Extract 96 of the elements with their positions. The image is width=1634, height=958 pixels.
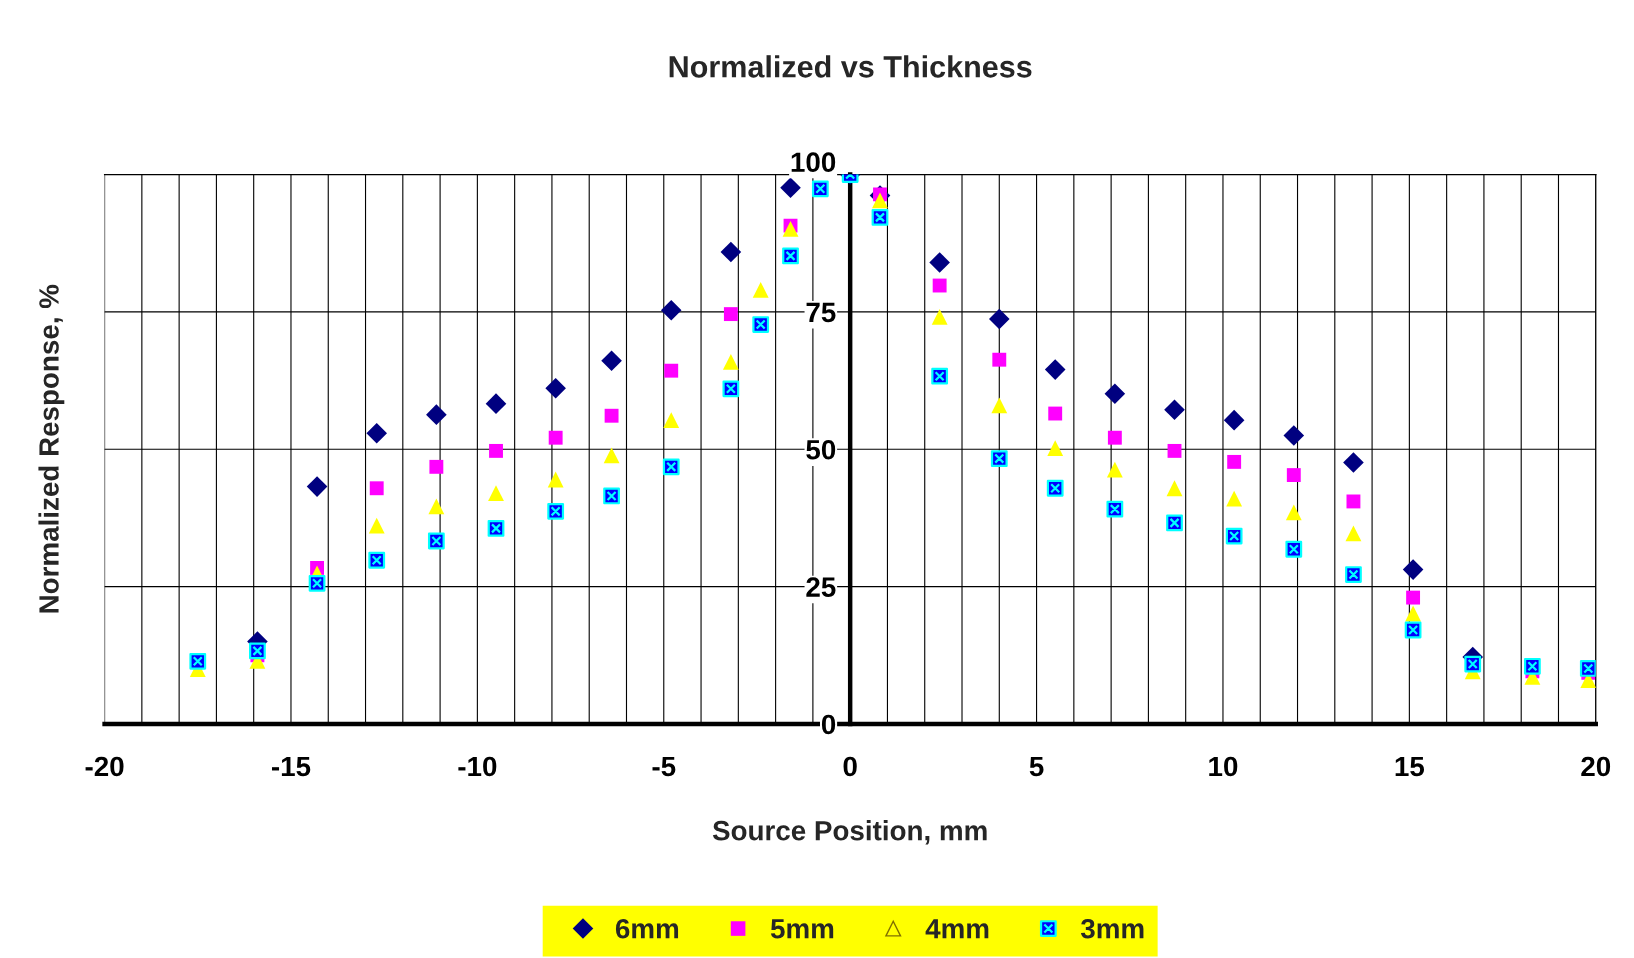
point [1283, 425, 1305, 446]
x-tick-label: 0 [843, 756, 857, 777]
point [603, 487, 620, 505]
point [663, 412, 680, 429]
point [603, 447, 620, 464]
y-tick-label: 0 [821, 714, 836, 735]
point [308, 574, 326, 592]
point [1402, 559, 1424, 580]
point [1048, 406, 1063, 421]
point [547, 471, 564, 488]
legend-label: 6mm [615, 918, 679, 939]
x-tick-label: 10 [1209, 756, 1238, 777]
point [929, 252, 950, 273]
point [1345, 566, 1362, 583]
point [871, 209, 889, 226]
point [1106, 461, 1123, 478]
y-tick-label: 100 [791, 152, 836, 173]
point [811, 180, 829, 198]
point [487, 519, 505, 537]
point [752, 282, 769, 298]
point [720, 241, 742, 263]
point [752, 316, 770, 333]
point [1107, 430, 1122, 445]
x-axis-title: Source Position, mm [712, 820, 987, 845]
x-tick-label: -5 [652, 756, 676, 777]
point [366, 423, 388, 444]
point [1226, 490, 1243, 507]
y-tick-label: 75 [806, 302, 836, 323]
point [931, 367, 949, 385]
point [1104, 383, 1126, 405]
point [988, 308, 1010, 330]
point [991, 397, 1008, 414]
point [1464, 655, 1482, 673]
point [992, 352, 1007, 367]
point [782, 221, 799, 237]
point [368, 551, 386, 569]
point [782, 247, 799, 265]
point [604, 408, 619, 423]
legend-label: 3mm [1080, 918, 1144, 939]
point [1166, 514, 1183, 532]
point [872, 192, 888, 209]
point [601, 350, 622, 372]
point [1167, 443, 1182, 458]
point [548, 430, 563, 445]
point [1046, 479, 1064, 497]
point [306, 476, 328, 497]
point [1343, 452, 1364, 473]
y-tick-label: 50 [806, 439, 836, 460]
point [427, 532, 445, 550]
x-tick-label: 15 [1395, 756, 1425, 777]
point [369, 481, 384, 496]
point [723, 307, 738, 322]
point [429, 459, 444, 474]
point [1106, 500, 1124, 518]
point [1044, 359, 1066, 380]
point [1285, 540, 1303, 558]
legend-label: 4mm [925, 919, 989, 939]
point [722, 353, 739, 370]
x-tick-label: -10 [458, 756, 497, 777]
point [1285, 504, 1302, 521]
legend-label: 5mm [770, 919, 834, 939]
chart-title: Normalized vs Thickness [669, 55, 1032, 78]
x-tick-label: -20 [85, 756, 124, 777]
x-tick-label: 20 [1581, 756, 1611, 777]
point [488, 485, 504, 502]
x-tick-label: -15 [271, 756, 311, 777]
point [780, 177, 801, 199]
point [249, 642, 266, 660]
point [660, 299, 682, 321]
y-tick-label: 25 [806, 577, 836, 597]
point [189, 652, 207, 670]
point [931, 308, 948, 325]
point [1164, 399, 1185, 420]
point [1524, 657, 1541, 675]
point [426, 404, 447, 425]
point [932, 278, 947, 293]
point [1405, 605, 1422, 622]
point [1227, 454, 1242, 469]
point [1223, 409, 1245, 431]
point [1406, 590, 1421, 605]
point [545, 377, 566, 399]
point [428, 498, 445, 515]
point [547, 502, 565, 520]
point [722, 380, 740, 398]
point [1047, 440, 1064, 457]
point [485, 393, 507, 414]
point [1286, 468, 1301, 483]
point [664, 363, 679, 378]
point [1345, 525, 1362, 542]
x-tick-label: 5 [1029, 756, 1044, 777]
point [368, 517, 385, 534]
y-axis-title: Normalized Response, % [38, 284, 65, 613]
point [1166, 480, 1183, 497]
point [489, 443, 503, 458]
point [662, 458, 680, 476]
point [990, 450, 1008, 467]
